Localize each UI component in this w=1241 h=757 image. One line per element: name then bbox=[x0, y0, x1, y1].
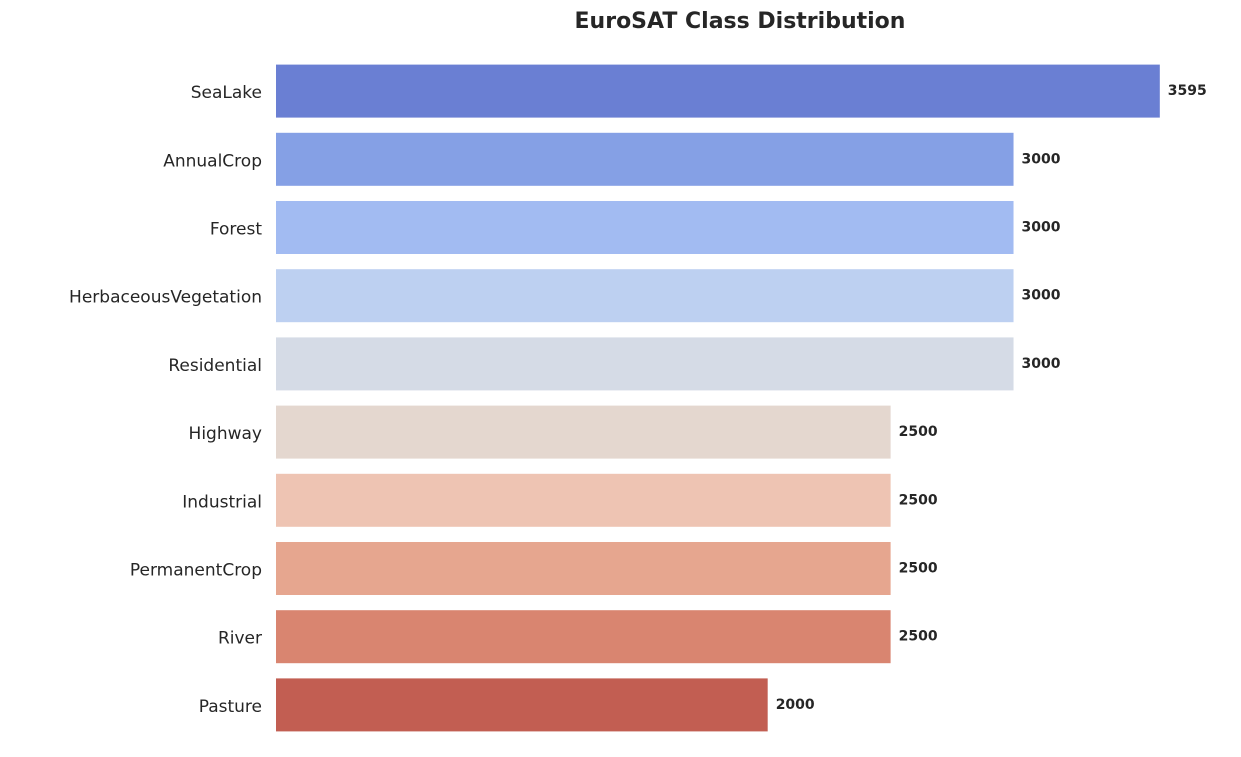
y-tick-label: River bbox=[218, 629, 262, 649]
bar bbox=[276, 473, 891, 527]
bar bbox=[276, 132, 1014, 186]
value-label: 2500 bbox=[899, 424, 938, 440]
y-tick-label: Residential bbox=[168, 356, 262, 376]
value-label: 3000 bbox=[1022, 288, 1061, 304]
y-tick-label: Highway bbox=[189, 424, 262, 444]
y-tick-label: Forest bbox=[210, 220, 263, 240]
bar bbox=[276, 610, 891, 664]
y-tick-label: PermanentCrop bbox=[130, 561, 262, 581]
value-label: 3000 bbox=[1022, 356, 1061, 372]
y-tick-label: Pasture bbox=[199, 697, 262, 717]
bar bbox=[276, 201, 1014, 254]
bar bbox=[276, 405, 891, 459]
value-label: 2500 bbox=[899, 561, 938, 577]
y-tick-label: AnnualCrop bbox=[163, 151, 262, 171]
value-label: 2500 bbox=[899, 629, 938, 645]
value-label: 3000 bbox=[1022, 151, 1061, 167]
value-label: 3000 bbox=[1022, 220, 1061, 236]
chart-title: EuroSAT Class Distribution bbox=[575, 9, 906, 34]
bar bbox=[276, 678, 768, 732]
value-label: 2500 bbox=[899, 492, 938, 508]
value-label: 3595 bbox=[1168, 83, 1207, 99]
bar bbox=[276, 337, 1014, 391]
value-label: 2000 bbox=[776, 697, 815, 713]
y-tick-label: HerbaceousVegetation bbox=[69, 288, 262, 308]
bar bbox=[276, 269, 1014, 323]
y-tick-label: Industrial bbox=[182, 492, 262, 512]
bar bbox=[276, 64, 1160, 118]
bar bbox=[276, 542, 891, 595]
y-tick-label: SeaLake bbox=[191, 83, 262, 103]
